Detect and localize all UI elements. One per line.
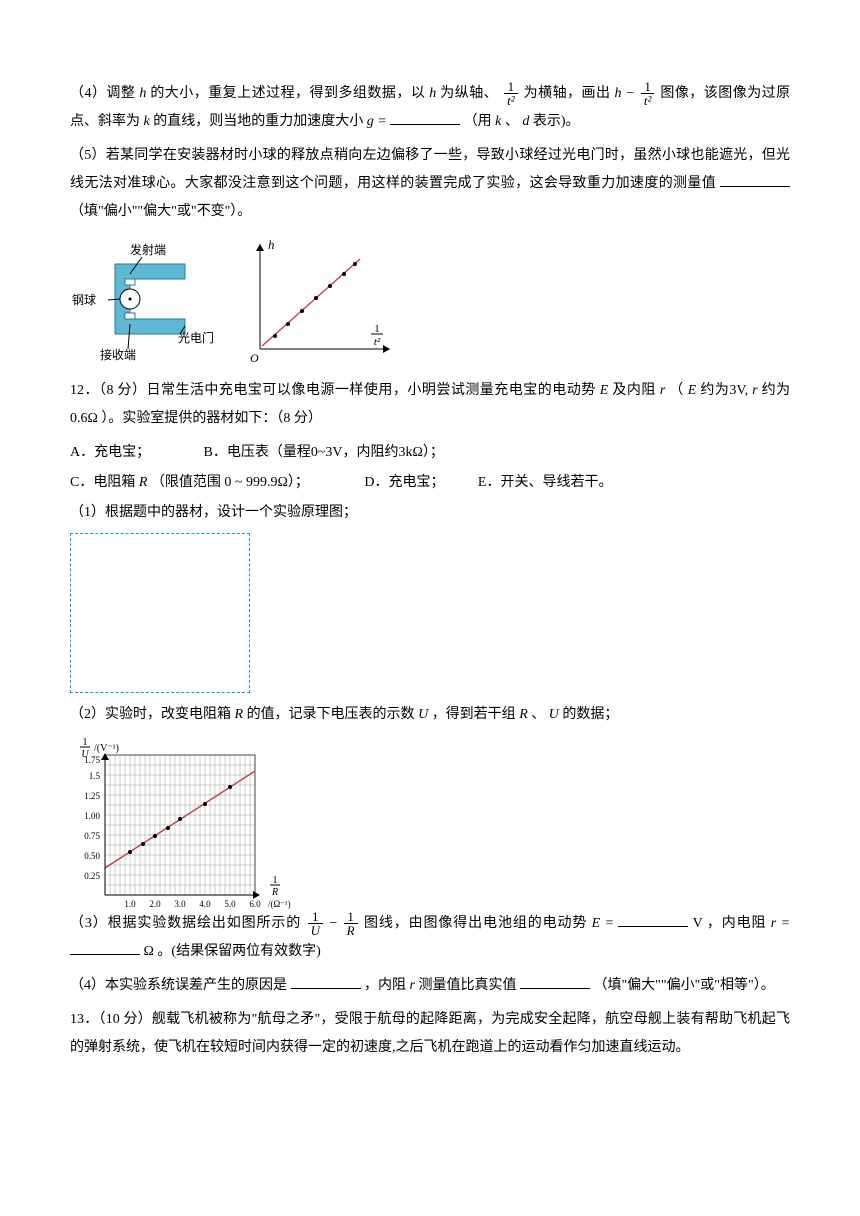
frac-1R: 1 R xyxy=(344,910,358,937)
p4-mid2: 为纵轴、 xyxy=(440,86,498,101)
u-r-chart: 1 U /(V⁻¹) 0.25 0.5 xyxy=(70,735,300,910)
svg-text:1: 1 xyxy=(273,875,278,886)
label-emit: 发射端 xyxy=(130,242,166,257)
para-4: （4）调整 h 的大小，重复上述过程，得到多组数据，以 h 为纵轴、 1 t² … xyxy=(70,80,790,136)
p4-k2: k xyxy=(495,114,501,129)
blank-compare[interactable] xyxy=(520,972,590,989)
q12-s4: （4）本实验系统误差产生的原因是 ，内阻 r 测量值比真实值 （填"偏大""偏小… xyxy=(70,972,790,1000)
q12-s3: （3）根据实验数据绘出如图所示的 1 U − 1 R 图线，由图像得出电池组的电… xyxy=(70,910,790,966)
frac-1t2-a: 1 t² xyxy=(504,80,518,107)
svg-text:/(V⁻¹): /(V⁻¹) xyxy=(94,743,119,754)
p4-g: g = xyxy=(367,114,390,129)
axis-h: h xyxy=(268,237,275,252)
svg-text:1.25: 1.25 xyxy=(84,791,100,801)
p4-prefix: （4）调整 xyxy=(70,86,135,101)
label-ball: 钢球 xyxy=(72,293,96,307)
frac-1U: 1 U xyxy=(308,910,323,937)
svg-text:1.75: 1.75 xyxy=(84,755,100,765)
svg-text:3.0: 3.0 xyxy=(174,899,186,909)
q12-opts-1: A．充电宝； B．电压表（量程0~3V，内阻约3kΩ）； xyxy=(70,439,790,467)
q12-s2: （2）实验时，改变电阻箱 R 的值，记录下电压表的示数 U ，得到若干组 R 、… xyxy=(70,701,790,729)
p4-mid6: （用 xyxy=(464,114,492,129)
svg-text:0.50: 0.50 xyxy=(84,851,100,861)
figure-row-1: 发射端 钢球 光电门 接收端 h O 1 t² xyxy=(70,234,790,369)
frac-1t2-b: 1 t² xyxy=(641,80,655,107)
blank-r[interactable] xyxy=(70,938,140,955)
p4-h2: h xyxy=(429,86,436,101)
svg-text:R: R xyxy=(271,887,278,898)
svg-text:1: 1 xyxy=(374,323,380,335)
label-recv: 接收端 xyxy=(100,347,136,362)
p5-t1: （5）若某同学在安装器材时小球的释放点稍向左边偏移了一些，导致小球经过光电门时，… xyxy=(70,148,790,191)
axis-O: O xyxy=(250,351,259,365)
p4-sep: 、 xyxy=(505,114,519,129)
svg-text:0.25: 0.25 xyxy=(84,871,100,881)
svg-text:t²: t² xyxy=(374,336,381,348)
p4-mid3: 为横轴，画出 xyxy=(524,86,611,101)
p4-k: k xyxy=(144,114,150,129)
p4-mid5: 的直线，则当地的重力加速度大小 xyxy=(153,114,363,129)
circuit-answer-box[interactable] xyxy=(70,533,250,693)
svg-text:5.0: 5.0 xyxy=(224,899,236,909)
q12-head: 12．（8 分）日常生活中充电宝可以像电源一样使用，小明尝试测量充电宝的电动势 … xyxy=(70,377,790,433)
p5-t2: （填"偏小""偏大"或"不变"）。 xyxy=(70,204,251,219)
blank-bias[interactable] xyxy=(720,170,790,187)
svg-text:1.5: 1.5 xyxy=(89,771,101,781)
para-5: （5）若某同学在安装器材时小球的释放点稍向左边偏移了一些，导致小球经过光电门时，… xyxy=(70,142,790,226)
q13: 13．（10 分）舰载飞机被称为"航母之矛"，受限于航母的起降距离，为完成安全起… xyxy=(70,1006,790,1062)
p4-hminus: h − xyxy=(614,86,638,101)
svg-text:2.0: 2.0 xyxy=(149,899,161,909)
p4-mid1: 的大小，重复上述过程，得到多组数据，以 xyxy=(150,86,425,101)
svg-text:1: 1 xyxy=(83,737,88,748)
blank-reason[interactable] xyxy=(291,972,361,989)
svg-text:1.0: 1.0 xyxy=(124,899,136,909)
svg-text:0.75: 0.75 xyxy=(84,831,100,841)
svg-text:1.00: 1.00 xyxy=(84,811,100,821)
blank-E[interactable] xyxy=(618,910,688,927)
label-gate: 光电门 xyxy=(178,330,214,345)
h-1t2-graph: h O 1 t² xyxy=(240,234,400,369)
q12-opts-2: C．电阻箱 R （限值范围 0 ~ 999.9Ω）； D．充电宝； E．开关、导… xyxy=(70,469,790,497)
svg-text:6.0: 6.0 xyxy=(249,899,261,909)
q12-s1: （1）根据题中的器材，设计一个实验原理图； xyxy=(70,499,790,527)
svg-text:4.0: 4.0 xyxy=(199,899,211,909)
photogate-diagram: 发射端 钢球 光电门 接收端 xyxy=(70,234,220,369)
p4-end: 表示)。 xyxy=(533,114,580,129)
p4-d: d xyxy=(522,114,529,129)
q12-h1: 12．（8 分）日常生活中充电宝可以像电源一样使用，小明尝试测量充电宝的电动势 xyxy=(70,383,596,398)
p4-h: h xyxy=(139,86,146,101)
svg-text:/(Ω⁻¹): /(Ω⁻¹) xyxy=(268,899,291,909)
blank-g[interactable] xyxy=(390,108,460,125)
